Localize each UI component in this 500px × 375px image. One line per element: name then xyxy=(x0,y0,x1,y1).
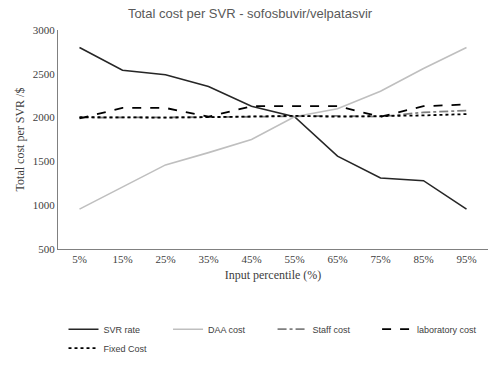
svg-text:25%: 25% xyxy=(155,253,175,265)
svg-text:5%: 5% xyxy=(72,253,87,265)
svg-text:65%: 65% xyxy=(327,253,347,265)
svg-text:95%: 95% xyxy=(456,253,476,265)
svg-text:1500: 1500 xyxy=(33,155,56,167)
svg-text:DAA cost: DAA cost xyxy=(208,325,246,335)
svg-text:2500: 2500 xyxy=(33,68,56,80)
svg-text:Input percentile (%): Input percentile (%) xyxy=(225,268,322,282)
svg-text:Total cost per SVR /$: Total cost per SVR /$ xyxy=(13,88,27,192)
svg-text:15%: 15% xyxy=(112,253,132,265)
svg-text:75%: 75% xyxy=(370,253,390,265)
svg-text:2000: 2000 xyxy=(33,111,56,123)
svg-text:Staff cost: Staff cost xyxy=(313,325,351,335)
svg-text:laboratory cost: laboratory cost xyxy=(417,325,477,335)
svg-text:Fixed Cost: Fixed Cost xyxy=(104,344,148,354)
svg-text:85%: 85% xyxy=(413,253,433,265)
svg-text:1000: 1000 xyxy=(33,199,56,211)
svg-text:3000: 3000 xyxy=(33,24,56,36)
svg-text:500: 500 xyxy=(38,243,55,255)
svg-text:45%: 45% xyxy=(241,253,261,265)
svg-text:35%: 35% xyxy=(198,253,218,265)
svg-text:SVR rate: SVR rate xyxy=(104,325,141,335)
svg-text:55%: 55% xyxy=(284,253,304,265)
svg-text:Total cost per SVR - sofosbuvi: Total cost per SVR - sofosbuvir/velpatas… xyxy=(128,6,373,21)
